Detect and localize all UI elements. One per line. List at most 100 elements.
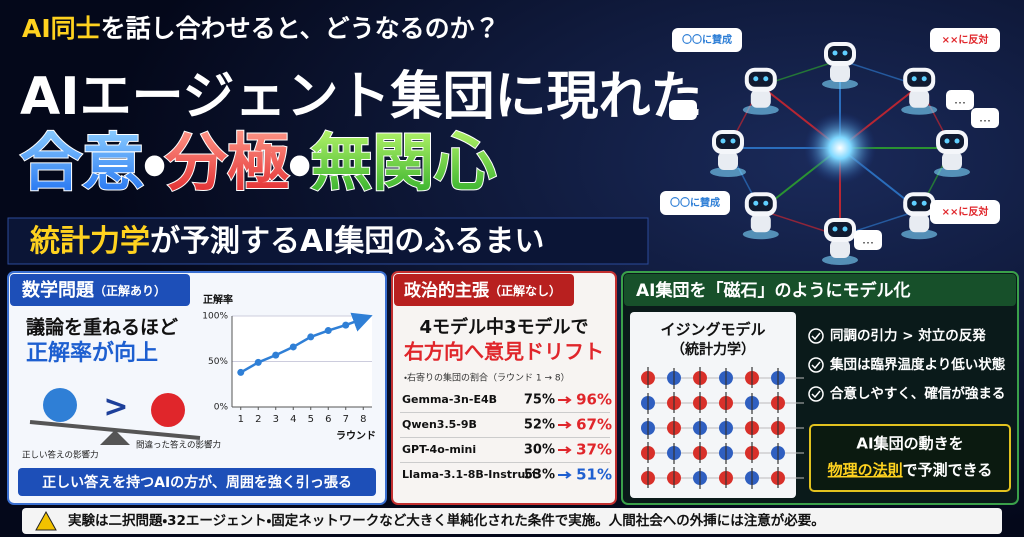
speech-bubble-text: 〇〇に賛成: [682, 33, 732, 46]
speech-bubble-text: …: [954, 93, 966, 107]
table-caption: ・右寄りの集団の割合（ラウンド 1 → 8）: [404, 372, 570, 384]
panel-text-highlight: 右方向へ意見ドリフト: [404, 340, 604, 364]
panel-title: 数学問題（正解あり）: [22, 279, 166, 301]
robot-base: [742, 104, 779, 115]
robot-eye: [842, 50, 848, 56]
speech-bubble: [930, 200, 1000, 224]
panel-note: （正解あり）: [94, 283, 166, 298]
check-icon: [808, 328, 824, 344]
panel-politics: [391, 271, 617, 505]
brain-icon-correct: [43, 388, 77, 422]
left-label: 正しい答えの影響力: [22, 450, 99, 461]
robot-eye: [753, 76, 759, 82]
robot-base: [934, 167, 970, 177]
check-mark: [811, 390, 821, 399]
conclusion-box: [809, 424, 1011, 492]
end-share: 51%: [576, 466, 612, 484]
x-tick-label: 1: [238, 414, 244, 425]
model-name: Qwen3.5-9B: [402, 418, 477, 431]
robot-eye: [832, 50, 838, 56]
data-point: [342, 321, 350, 329]
start-share: 52%: [524, 418, 555, 433]
panel-header: [394, 274, 574, 306]
bullet-text: 合意しやすく、確信が強まる: [830, 385, 1005, 402]
data-point: [289, 343, 297, 351]
end-share: 96%: [576, 391, 612, 409]
drift-arrow: [558, 446, 572, 454]
robot-base: [822, 79, 858, 89]
end-share: 37%: [576, 441, 612, 459]
speech-bubble: [660, 191, 730, 215]
x-tick-label: 3: [273, 414, 279, 425]
robot-base: [710, 167, 746, 177]
model-name: GPT-4o-mini: [402, 443, 476, 456]
panel-note: （正解なし）: [489, 283, 561, 298]
robot-face: [828, 222, 852, 237]
warning-icon: [35, 510, 57, 531]
robot-face: [748, 71, 773, 87]
network-illustration: 〇〇に賛成 ××に反対〇〇に賛成××に反対…………: [660, 28, 1000, 265]
title: AIエージェント集団に現れた: [20, 67, 703, 127]
speech-bubble: [672, 28, 742, 52]
kicker: AI同士を話し合わせると、どうなるのか？: [22, 14, 500, 43]
robot-eye: [842, 226, 848, 232]
seesaw-pivot: [100, 430, 130, 445]
subtitle-rest: が予測するAI集団のふるまい: [150, 224, 544, 259]
robot-face: [907, 196, 932, 212]
speech-bubble-text: …: [677, 103, 689, 117]
data-point: [254, 358, 262, 366]
robot-eye: [753, 200, 759, 206]
robot-face: [907, 71, 932, 87]
robot-face: [716, 134, 740, 149]
subtitle-band: [7, 217, 649, 265]
x-tick-label: 4: [290, 414, 296, 425]
keyword: 合意: [20, 126, 144, 199]
panel-text-highlight: 正解率が向上: [26, 340, 158, 366]
conclusion-line: AI集団の動きを: [856, 435, 963, 453]
robot-body: [909, 89, 930, 108]
data-point: [237, 368, 245, 376]
subtitle: 統計力学が予測するAI集団のふるまい: [30, 224, 544, 259]
panel-text: 4モデル中3モデルで: [419, 316, 588, 338]
drift-arrow: [558, 396, 572, 404]
ising-grid: [641, 367, 804, 489]
panel-header: [10, 274, 190, 306]
speech-bubble: [971, 108, 999, 128]
speech-bubble-text: 〇〇に賛成: [670, 196, 720, 209]
right-label: 間違った答えの影響力: [136, 440, 221, 451]
robot-body: [942, 152, 962, 170]
robot-body: [750, 89, 771, 108]
speech-bubble: [669, 100, 697, 120]
bullet-text: 同調の引力 > 対立の反発: [830, 327, 986, 344]
footer-bar: [22, 508, 1002, 534]
panel-footer: [18, 468, 376, 496]
robot-face: [828, 46, 852, 61]
drift-table: Gemma-3n-E4B 75% 96% Qwen3.5-9B 52% 67% GPT-4o…: [400, 391, 612, 484]
robot-eye: [954, 138, 960, 144]
robot-body: [909, 214, 930, 233]
kicker-rest: を話し合わせると、どうなるのか？: [101, 14, 500, 43]
x-tick-label: 5: [308, 414, 314, 425]
robot-eye: [911, 200, 917, 206]
ising-note: （統計力学）: [671, 341, 755, 358]
y-axis-label: 正解率: [203, 293, 233, 306]
robot-body: [750, 214, 771, 233]
y-tick-label: 50%: [208, 357, 228, 367]
model-name: Gemma-3n-E4B: [402, 393, 497, 406]
subtitle-highlight: 統計力学: [30, 224, 150, 259]
panel-footer-text: 正しい答えを持つAIの方が、周囲を強く引っ張る: [42, 474, 352, 491]
start-share: 30%: [524, 443, 555, 458]
x-tick-label: 2: [255, 414, 261, 425]
compare-sign: >: [103, 390, 128, 425]
data-point: [307, 333, 315, 341]
conclusion-line: 物理の法則で予測できる: [828, 461, 993, 479]
panel-title: 政治的主張（正解なし）: [404, 280, 561, 301]
robot-eye: [944, 138, 950, 144]
start-share: 53%: [524, 468, 555, 483]
robot-eye: [832, 226, 838, 232]
check-icon: [808, 386, 824, 402]
conclusion-highlight: 物理の法則: [828, 461, 903, 479]
